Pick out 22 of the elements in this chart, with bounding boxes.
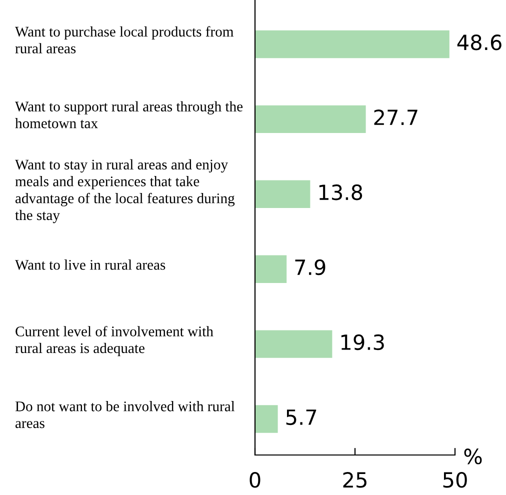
y-tick-label: Want to support rural areas through the hometown tax xyxy=(15,101,243,128)
y-tick-label: Want to live in rural areas xyxy=(15,260,166,270)
data-label: 7.9 xyxy=(295,259,326,276)
y-tick-label: Current level of involvement with rural areas is adequate xyxy=(15,326,214,356)
y-tick-label: Do not want to be involved with rural areas xyxy=(15,401,235,428)
bar xyxy=(255,105,366,134)
data-label: 5.7 xyxy=(286,410,316,426)
x-tick-label: 50 xyxy=(443,472,467,488)
bar xyxy=(255,405,278,433)
y-tick-label: Want to stay in rural areas and enjoy meals and experiences that take advantage of the local features during the stay xyxy=(15,159,235,224)
data-label: 48.6 xyxy=(457,34,502,50)
data-label: 27.7 xyxy=(374,109,418,125)
y-tick-label: Want to purchase local products from rural areas xyxy=(15,26,234,54)
bar xyxy=(255,330,332,358)
bar xyxy=(255,30,450,58)
data-label: 19.3 xyxy=(341,334,384,350)
x-axis-title: % xyxy=(464,448,482,464)
data-label: 13.8 xyxy=(319,184,362,200)
bar xyxy=(255,180,310,208)
bar xyxy=(255,255,287,283)
x-tick-label: 25 xyxy=(343,472,366,488)
x-tick-label: 0 xyxy=(250,472,260,488)
